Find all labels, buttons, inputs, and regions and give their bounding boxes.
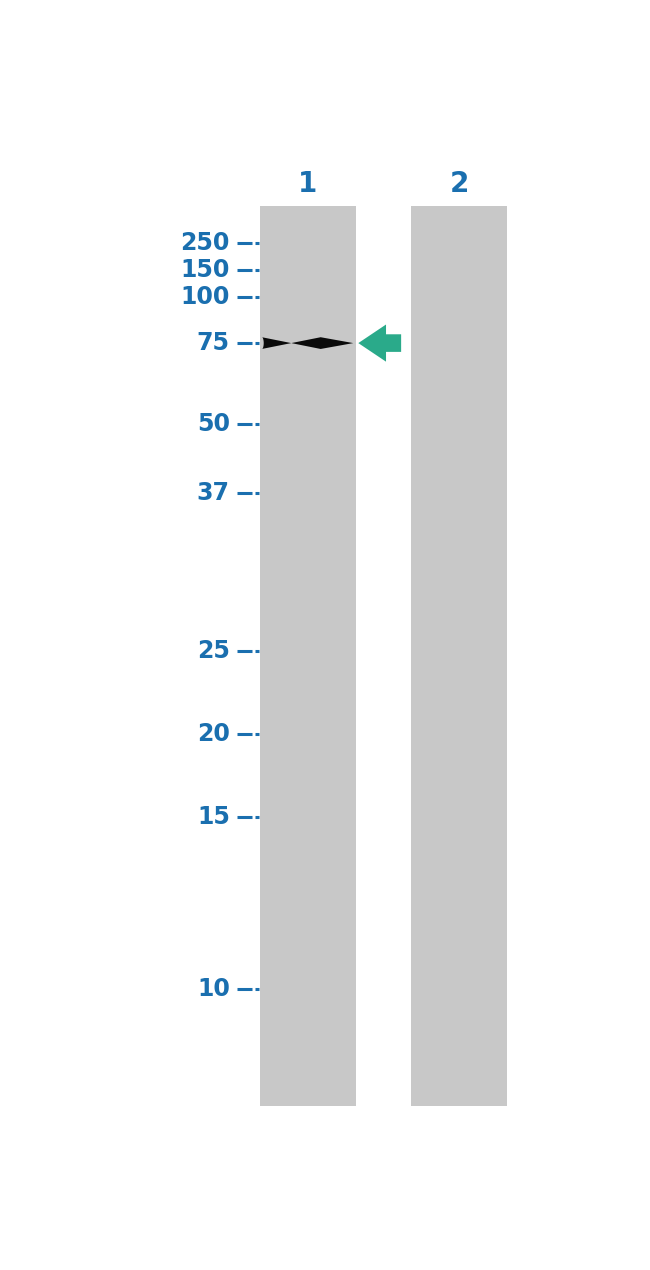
Text: 10: 10 bbox=[197, 977, 230, 1001]
Text: 25: 25 bbox=[197, 639, 230, 663]
Text: 1: 1 bbox=[298, 170, 318, 198]
Text: 150: 150 bbox=[181, 258, 230, 282]
Text: 2: 2 bbox=[449, 170, 469, 198]
Polygon shape bbox=[262, 338, 354, 349]
Text: 20: 20 bbox=[197, 723, 230, 747]
Text: 50: 50 bbox=[197, 413, 230, 437]
Text: 250: 250 bbox=[181, 231, 230, 255]
Text: 100: 100 bbox=[181, 286, 230, 309]
Text: 15: 15 bbox=[197, 805, 230, 829]
Text: 37: 37 bbox=[197, 481, 230, 504]
Bar bbox=[260, 206, 356, 1106]
Bar bbox=[411, 206, 507, 1106]
FancyArrow shape bbox=[358, 325, 401, 362]
Text: 75: 75 bbox=[197, 331, 230, 356]
